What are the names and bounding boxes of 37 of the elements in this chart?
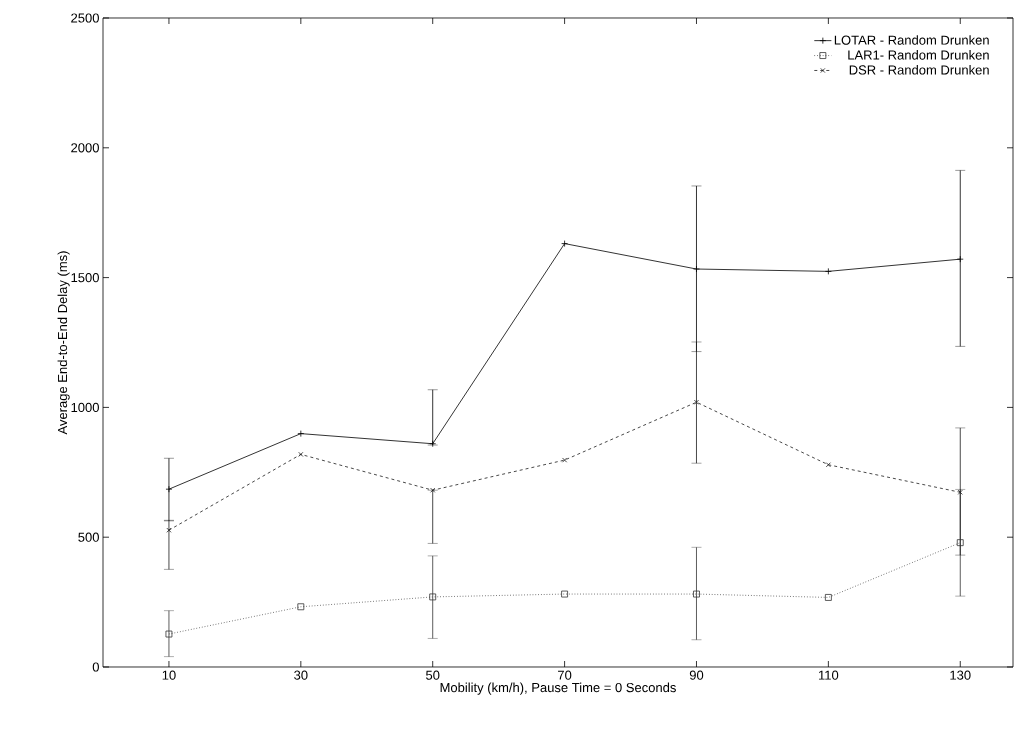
point (297, 430, 305, 438)
y-tick-label: 1500 (71, 272, 99, 283)
point (957, 489, 963, 495)
point (166, 527, 172, 533)
y-tick-label: 2000 (71, 143, 99, 153)
point (693, 265, 700, 273)
x-tick-label: 90 (689, 670, 704, 680)
point (824, 594, 832, 601)
x-tick-label: 110 (818, 670, 839, 680)
legend-label: DSR - Random Drunken (849, 65, 989, 75)
y-tick-label: 500 (78, 532, 99, 542)
point (825, 462, 831, 468)
x-tick-label: 10 (162, 670, 176, 680)
x-tick-label: 30 (294, 670, 308, 680)
point (297, 603, 305, 611)
legend-label: LOTAR - Random Drunken (834, 35, 989, 45)
y-tick-label: 2500 (71, 13, 99, 23)
point (824, 267, 832, 275)
point (429, 593, 437, 601)
y-tick-label: 1000 (71, 402, 99, 412)
point (165, 630, 173, 638)
x-axis-title: Mobility (km/h), Pause Time = 0 Seconds (440, 682, 676, 695)
point (561, 590, 568, 598)
point (693, 399, 699, 405)
y-axis-title: Average End-to-End Delay (ms) (57, 251, 70, 435)
point (693, 590, 700, 598)
point (956, 539, 964, 547)
point (165, 485, 173, 493)
point (956, 255, 964, 263)
point (561, 240, 568, 247)
legend-label: LAR1- Random Drunken (848, 50, 989, 60)
point (298, 451, 304, 457)
x-tick-label: 50 (426, 670, 440, 680)
point (562, 457, 568, 463)
x-tick-label: 130 (950, 670, 971, 680)
x-tick-label: 70 (558, 670, 572, 680)
y-tick-label: 0 (92, 662, 99, 672)
